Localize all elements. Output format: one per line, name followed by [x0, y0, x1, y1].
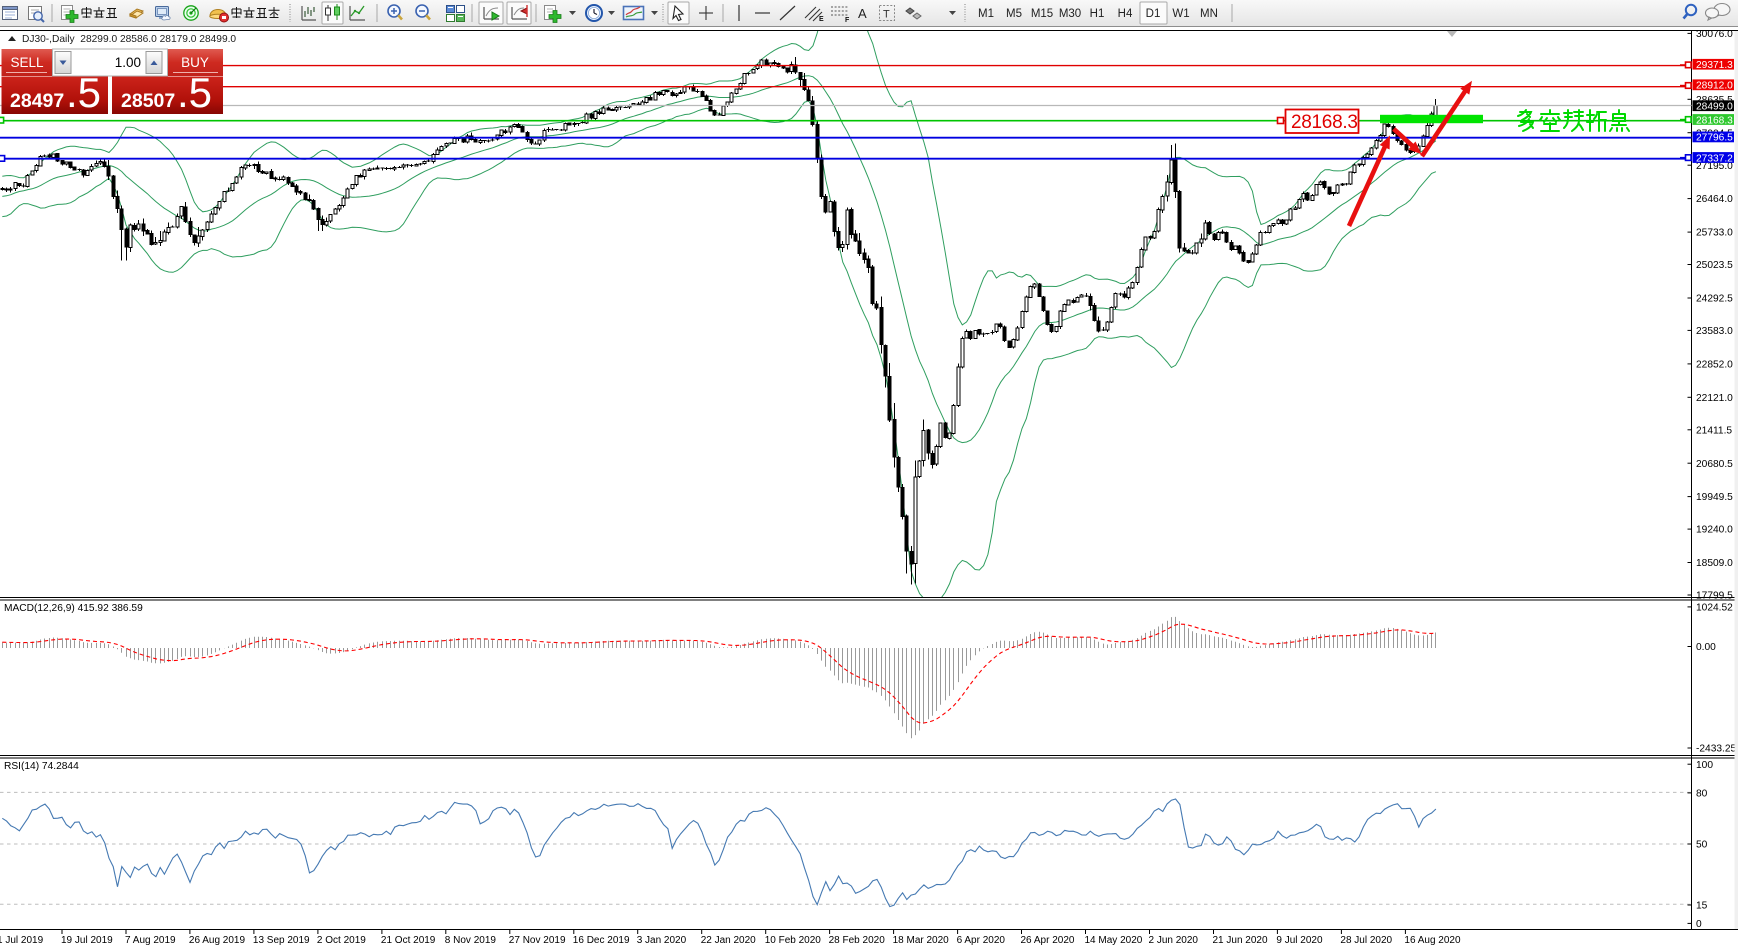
svg-text:18 Mar 2020: 18 Mar 2020: [893, 935, 950, 946]
svg-text:1 Jul 2019: 1 Jul 2019: [0, 935, 44, 946]
svg-text:W1: W1: [1172, 8, 1189, 20]
svg-text:1024.52: 1024.52: [1696, 603, 1733, 614]
svg-text:2 Jun 2020: 2 Jun 2020: [1149, 935, 1199, 946]
svg-text:E: E: [819, 16, 824, 23]
svg-text:28507: 28507: [121, 90, 175, 112]
svg-text:28168.3: 28168.3: [1696, 115, 1733, 126]
svg-text:9 Jul 2020: 9 Jul 2020: [1276, 935, 1323, 946]
svg-text:23583.0: 23583.0: [1696, 326, 1733, 337]
svg-text:MACD(12,26,9) 415.92 386.59: MACD(12,26,9) 415.92 386.59: [4, 603, 143, 614]
svg-text:BUY: BUY: [181, 55, 209, 70]
svg-text:17799.5: 17799.5: [1696, 591, 1733, 602]
svg-text:27195.0: 27195.0: [1696, 161, 1733, 172]
svg-text:21 Jun 2020: 21 Jun 2020: [1213, 935, 1268, 946]
svg-text:28168.3: 28168.3: [1291, 112, 1358, 133]
svg-text:28 Jul 2020: 28 Jul 2020: [1340, 935, 1392, 946]
svg-text:2 Oct 2019: 2 Oct 2019: [317, 935, 366, 946]
svg-text:6 Apr 2020: 6 Apr 2020: [957, 935, 1006, 946]
svg-text:19 Jul 2019: 19 Jul 2019: [61, 935, 113, 946]
svg-text:MN: MN: [1200, 8, 1218, 20]
svg-text:19949.5: 19949.5: [1696, 492, 1733, 503]
svg-text:-2433.25: -2433.25: [1696, 744, 1737, 755]
svg-text:1.00: 1.00: [115, 55, 141, 70]
svg-text:.5: .5: [177, 69, 212, 116]
svg-text:3 Jan 2020: 3 Jan 2020: [637, 935, 687, 946]
svg-text:A: A: [858, 6, 867, 21]
svg-text:25023.5: 25023.5: [1696, 260, 1733, 271]
svg-text:7 Aug 2019: 7 Aug 2019: [125, 935, 176, 946]
svg-text:20680.5: 20680.5: [1696, 459, 1733, 470]
svg-text:22852.0: 22852.0: [1696, 360, 1733, 371]
svg-text:16 Dec 2019: 16 Dec 2019: [573, 935, 630, 946]
svg-text:22 Jan 2020: 22 Jan 2020: [701, 935, 756, 946]
svg-text:22121.0: 22121.0: [1696, 393, 1733, 404]
svg-text:.5: .5: [66, 69, 101, 116]
svg-text:29371.3: 29371.3: [1696, 60, 1733, 71]
svg-text:M5: M5: [1006, 8, 1022, 20]
svg-text:21 Oct 2019: 21 Oct 2019: [381, 935, 436, 946]
svg-text:24292.5: 24292.5: [1696, 294, 1733, 305]
svg-text:28497: 28497: [10, 90, 64, 112]
svg-text:28 Feb 2020: 28 Feb 2020: [829, 935, 886, 946]
svg-text:27796.5: 27796.5: [1696, 133, 1733, 144]
svg-text:SELL: SELL: [10, 55, 44, 70]
svg-text:10 Feb 2020: 10 Feb 2020: [765, 935, 822, 946]
svg-text:27 Nov 2019: 27 Nov 2019: [509, 935, 566, 946]
svg-text:RSI(14) 74.2844: RSI(14) 74.2844: [4, 761, 79, 772]
svg-text:13 Sep 2019: 13 Sep 2019: [253, 935, 310, 946]
svg-text:H1: H1: [1090, 8, 1105, 20]
svg-text:21411.5: 21411.5: [1696, 425, 1732, 436]
svg-text:H4: H4: [1118, 8, 1133, 20]
svg-text:28912.0: 28912.0: [1696, 81, 1733, 92]
svg-text:8 Nov 2019: 8 Nov 2019: [445, 935, 497, 946]
svg-text:28499.0: 28499.0: [1696, 102, 1733, 113]
svg-text:50: 50: [1696, 840, 1708, 851]
svg-text:T: T: [883, 9, 890, 21]
svg-text:M30: M30: [1059, 8, 1081, 20]
svg-text:26 Aug 2019: 26 Aug 2019: [189, 935, 246, 946]
svg-text:26 Apr 2020: 26 Apr 2020: [1021, 935, 1075, 946]
svg-text:DJ30-,Daily 28299.0 28586.0 2: DJ30-,Daily 28299.0 28586.0 28179.0 2849…: [22, 34, 236, 45]
svg-text:19240.0: 19240.0: [1696, 525, 1733, 536]
svg-text:0: 0: [1696, 919, 1702, 930]
svg-text:15: 15: [1696, 901, 1708, 912]
svg-text:18509.0: 18509.0: [1696, 558, 1733, 569]
svg-text:M1: M1: [978, 8, 994, 20]
svg-text:D1: D1: [1146, 8, 1161, 20]
svg-text:F: F: [845, 17, 850, 24]
svg-text:100: 100: [1696, 760, 1713, 771]
svg-text:27337.2: 27337.2: [1696, 153, 1733, 164]
svg-text:80: 80: [1696, 789, 1708, 800]
svg-text:14 May 2020: 14 May 2020: [1085, 935, 1143, 946]
svg-text:0.00: 0.00: [1696, 642, 1716, 653]
svg-text:26464.0: 26464.0: [1696, 194, 1733, 205]
svg-text:25733.0: 25733.0: [1696, 228, 1733, 239]
svg-text:30076.0: 30076.0: [1696, 29, 1733, 40]
svg-text:M15: M15: [1031, 8, 1053, 20]
svg-text:16 Aug 2020: 16 Aug 2020: [1404, 935, 1461, 946]
